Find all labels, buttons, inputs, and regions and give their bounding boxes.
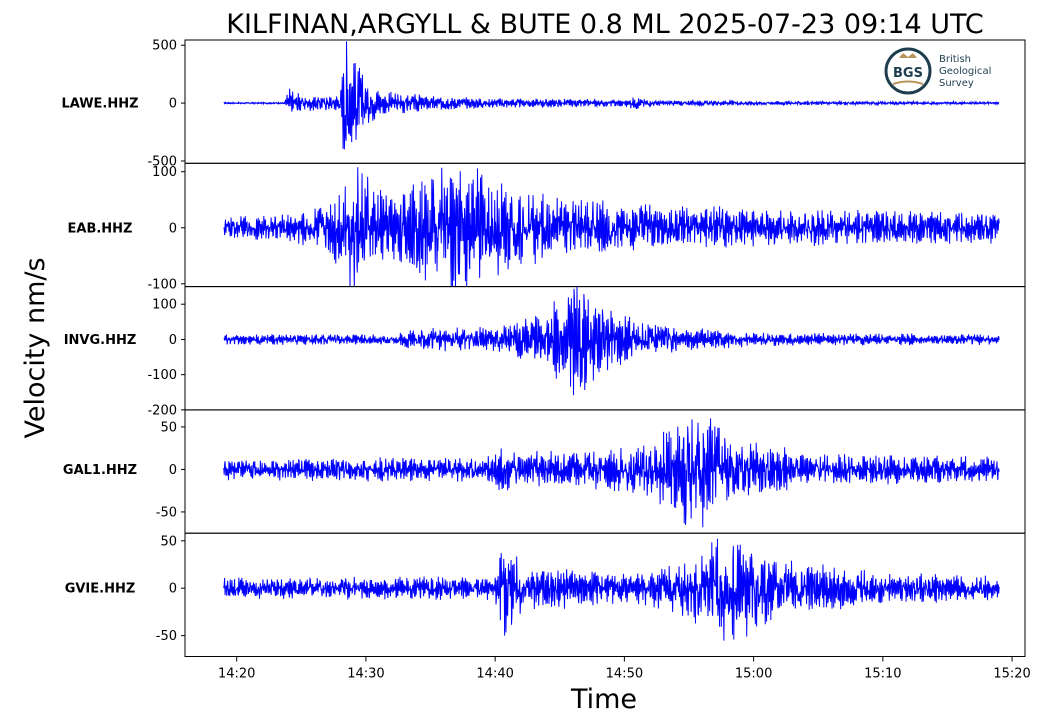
y-tick-label: -50 bbox=[156, 629, 177, 644]
station-label: EAB.HHZ bbox=[68, 221, 133, 236]
station-label: GAL1.HHZ bbox=[63, 463, 137, 478]
y-tick-label: -100 bbox=[147, 277, 177, 292]
x-tick-label: 15:10 bbox=[864, 667, 901, 682]
logo-line-3: Survey bbox=[939, 78, 974, 89]
x-tick-label: 15:00 bbox=[735, 667, 772, 682]
trace-panel: 100 0 -100 EAB.HHZ bbox=[68, 162, 1026, 292]
y-tick-label: 0 bbox=[169, 221, 177, 236]
y-tick-label: 100 bbox=[152, 165, 177, 180]
y-tick-label: 500 bbox=[152, 39, 177, 54]
y-tick-label: -200 bbox=[147, 403, 177, 418]
y-tick-label: 0 bbox=[169, 582, 177, 597]
logo-wave bbox=[892, 80, 924, 85]
crown-icon bbox=[899, 53, 917, 58]
x-axis-label: Time bbox=[570, 684, 637, 715]
waveform-trace bbox=[223, 418, 1000, 528]
station-label: INVG.HHZ bbox=[64, 333, 137, 348]
waveform-trace bbox=[223, 286, 1000, 396]
y-tick-label: 0 bbox=[169, 463, 177, 478]
logo-initials: BGS bbox=[893, 66, 923, 81]
y-tick-label: -50 bbox=[156, 505, 177, 520]
logo-line-2: Geological bbox=[939, 66, 991, 77]
x-tick-label: 14:40 bbox=[476, 667, 513, 682]
x-tick-label: 14:20 bbox=[218, 667, 255, 682]
panel-frame bbox=[184, 532, 1026, 658]
trace-panel: 500 0 -500 LAWE.HHZ bbox=[61, 39, 1026, 169]
logo-line-1: British bbox=[939, 54, 971, 65]
station-label: LAWE.HHZ bbox=[61, 97, 138, 112]
x-tick-label: 14:30 bbox=[347, 667, 384, 682]
logo-ring bbox=[884, 47, 932, 95]
x-tick-label: 14:50 bbox=[606, 667, 643, 682]
chart-title: KILFINAN,ARGYLL & BUTE 0.8 ML 2025-07-23… bbox=[226, 9, 984, 40]
y-axis-label: Velocity nm/s bbox=[20, 257, 51, 438]
trace-panel: 50 0 -50 GVIE.HHZ bbox=[65, 532, 1026, 658]
y-tick-label: -500 bbox=[147, 154, 177, 169]
x-tick-label: 15:20 bbox=[993, 667, 1030, 682]
y-tick-label: 100 bbox=[152, 298, 177, 313]
y-tick-label: 0 bbox=[169, 97, 177, 112]
y-tick-label: -100 bbox=[147, 368, 177, 383]
waveform-trace bbox=[223, 41, 1000, 150]
y-tick-label: 0 bbox=[169, 333, 177, 348]
trace-panels: 5000-500LAWE.HHZ1000-100EAB.HHZ1000-100-… bbox=[61, 39, 1026, 658]
x-axis-ticks: 14:20 14:30 14:40 14:50 15:00 15:10 15:20 bbox=[218, 656, 1031, 682]
waveform-trace bbox=[223, 538, 1000, 641]
station-label: GVIE.HHZ bbox=[65, 582, 136, 597]
bgs-logo: BGS British Geological Survey bbox=[884, 47, 991, 95]
y-tick-label: 50 bbox=[160, 420, 177, 435]
trace-panel: 100 0 -100 -200 INVG.HHZ bbox=[64, 286, 1026, 418]
waveform-trace bbox=[223, 167, 1000, 287]
trace-panel: 50 0 -50 GAL1.HHZ bbox=[63, 409, 1026, 534]
y-tick-label: 50 bbox=[160, 534, 177, 549]
